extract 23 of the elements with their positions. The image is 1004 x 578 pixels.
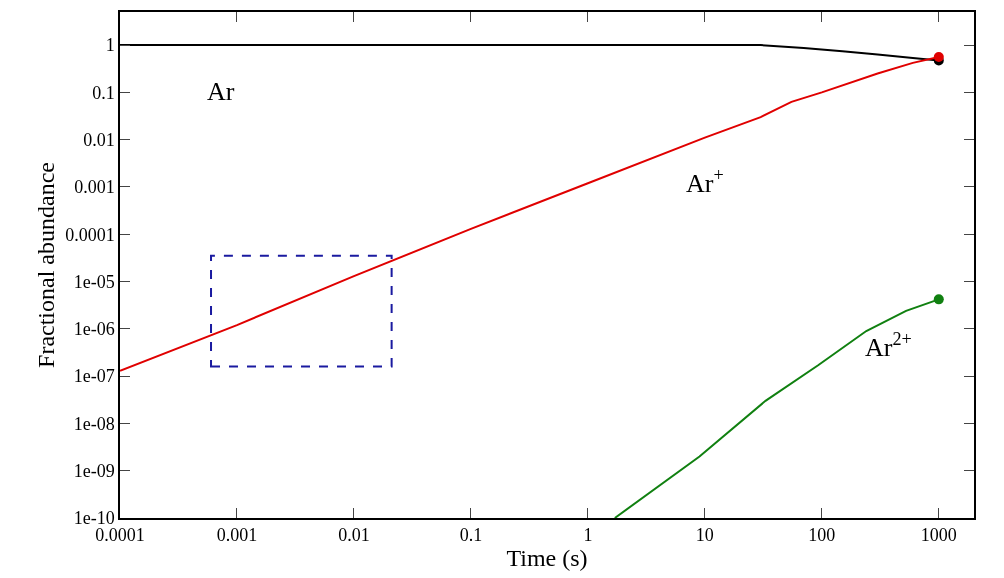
x-tick-label: 10 — [695, 525, 714, 546]
y-tick-label: 1e-07 — [73, 366, 115, 387]
x-tick-label: 0.001 — [216, 525, 258, 546]
y-tick-label: 1e-09 — [73, 461, 115, 482]
x-axis-title: Time (s) — [506, 545, 588, 572]
y-tick-label: 1e-05 — [73, 271, 115, 292]
y-tick-label: 1e-06 — [73, 319, 115, 340]
x-tick-label: 100 — [808, 525, 836, 546]
y-tick-label: 1 — [105, 35, 115, 56]
x-tick-label: 1 — [583, 525, 593, 546]
y-tick-label: 1e-08 — [73, 413, 115, 434]
y-tick-label: 1e-10 — [73, 508, 115, 529]
y-tick-label: 0.0001 — [65, 224, 115, 245]
x-tick-label: 1000 — [920, 525, 957, 546]
y-axis-title: Fractional abundance — [32, 162, 59, 368]
annotation: Ar$^{2+}$ — [865, 329, 912, 362]
y-tick-label: 0.1 — [92, 82, 115, 103]
annotation: Ar — [207, 77, 235, 106]
x-tick-label: 0.01 — [338, 525, 370, 546]
x-tick-label: 0.1 — [459, 525, 483, 546]
annotation: Ar$^{+}$ — [686, 165, 724, 198]
y-tick-label: 0.001 — [74, 177, 115, 198]
y-tick-label: 0.01 — [83, 129, 115, 150]
